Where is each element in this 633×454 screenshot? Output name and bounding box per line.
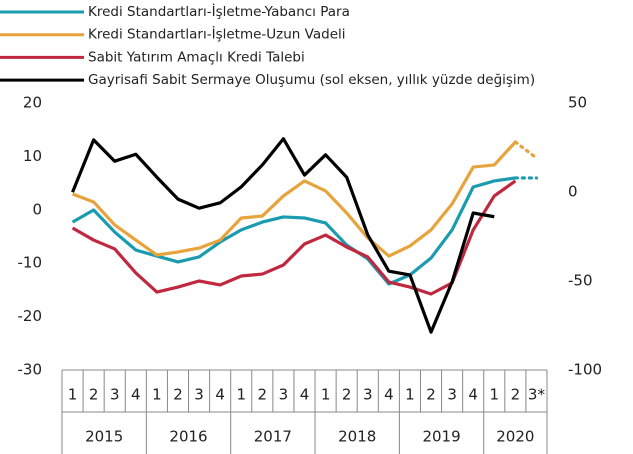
- x-tick-label: 3: [194, 386, 204, 404]
- group-label: 2020: [496, 428, 534, 446]
- legend-label: Kredi Standartları-İşletme-Uzun Vadeli: [88, 25, 346, 43]
- series-line-projection: [513, 140, 539, 160]
- x-tick-label: 1: [152, 386, 162, 404]
- y2-tick-label: -50: [568, 272, 593, 290]
- x-tick-label: 2: [511, 386, 521, 404]
- x-tick-label: 1: [321, 386, 331, 404]
- y2-tick-label: 50: [568, 94, 587, 112]
- group-label: 2016: [169, 428, 207, 446]
- x-tick-label: 2: [258, 386, 268, 404]
- x-tick-label: 4: [300, 386, 310, 404]
- y2-tick-label: 0: [568, 183, 578, 201]
- group-label: 2017: [254, 428, 292, 446]
- x-tick-label: 3*: [528, 386, 546, 404]
- series-line: [71, 176, 516, 286]
- series-line: [71, 137, 495, 334]
- x-tick-label: 3: [447, 386, 457, 404]
- x-tick-label: 3: [279, 386, 289, 404]
- y-tick-label: 0: [32, 200, 42, 218]
- x-tick-label: 1: [405, 386, 415, 404]
- y-tick-label: 20: [23, 94, 42, 112]
- x-tick-label: 4: [468, 386, 478, 404]
- y2-tick-label: -100: [568, 361, 602, 379]
- series-line: [71, 140, 517, 258]
- x-tick-label: 1: [490, 386, 500, 404]
- x-tick-label: 1: [236, 386, 246, 404]
- y-tick-label: -30: [18, 361, 43, 379]
- x-tick-label: 3: [363, 386, 373, 404]
- y-tick-label: -20: [18, 307, 43, 325]
- x-tick-label: 2: [173, 386, 183, 404]
- legend-label: Kredi Standartları-İşletme-Yabancı Para: [88, 2, 350, 20]
- y-tick-label: 10: [23, 147, 42, 165]
- y-tick-label: -10: [18, 254, 43, 272]
- x-tick-label: 3: [110, 386, 120, 404]
- group-label: 2018: [338, 428, 376, 446]
- series-line: [71, 179, 517, 296]
- x-tick-label: 4: [215, 386, 225, 404]
- x-tick-label: 4: [131, 386, 141, 404]
- group-label: 2015: [85, 428, 123, 446]
- legend-label: Sabit Yatırım Amaçlı Kredi Talebi: [88, 49, 305, 65]
- group-label: 2019: [422, 428, 460, 446]
- x-tick-label: 4: [384, 386, 394, 404]
- x-tick-label: 2: [89, 386, 99, 404]
- legend-label: Gayrisafi Sabit Sermaye Oluşumu (sol eks…: [88, 72, 535, 88]
- x-tick-label: 2: [426, 386, 436, 404]
- x-tick-label: 2: [342, 386, 352, 404]
- x-tick-label: 1: [68, 386, 78, 404]
